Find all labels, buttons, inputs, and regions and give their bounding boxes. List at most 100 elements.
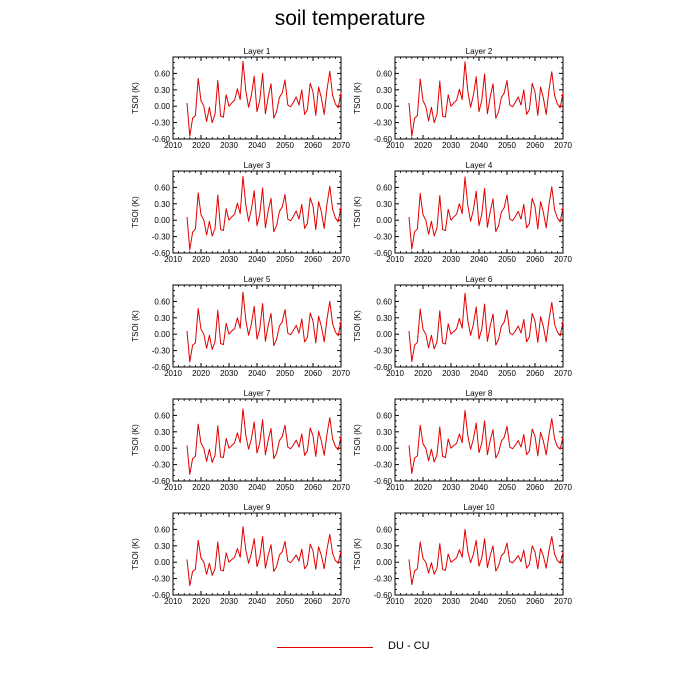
x-tick-label: 2020	[192, 255, 210, 264]
panel-layer-4: Layer 4 2010 2020 2030 2040 2050 2060 2070 -0.60…	[353, 161, 572, 264]
figure-title: soil temperature	[274, 7, 426, 30]
x-tick-label: 2040	[248, 597, 266, 606]
y-tick-label: 0.00	[376, 216, 392, 225]
x-tick-label: 2070	[554, 255, 572, 264]
legend-line-swatch	[277, 647, 373, 648]
x-tick-label: 2010	[386, 141, 404, 150]
y-tick-label: 0.00	[154, 102, 170, 111]
x-tick-label: 2050	[276, 369, 294, 378]
x-tick-label: 2020	[414, 597, 432, 606]
panel-title: Layer 6	[466, 275, 493, 284]
x-tick-label: 2010	[386, 597, 404, 606]
y-tick-label: -0.30	[152, 347, 171, 356]
x-tick-label: 2030	[220, 597, 238, 606]
panel-layer-6: Layer 6 2010 2020 2030 2040 2050 2060 2070 -0.60…	[353, 275, 572, 378]
y-tick-label: -0.30	[152, 119, 171, 128]
plot-frame	[394, 512, 564, 596]
x-tick-label: 2070	[554, 141, 572, 150]
series-line	[186, 526, 342, 587]
y-axis-label: TSOI (K)	[353, 196, 362, 228]
x-tick-label: 2050	[276, 255, 294, 264]
panel-title: Layer 5	[244, 275, 271, 284]
x-tick-label: 2010	[164, 369, 182, 378]
y-tick-label: 0.60	[376, 297, 392, 306]
legend-label: DU - CU	[388, 640, 430, 652]
x-tick-label: 2060	[304, 597, 322, 606]
y-tick-label: 0.00	[376, 558, 392, 567]
y-tick-label: 0.30	[376, 200, 392, 209]
x-tick-label: 2030	[442, 141, 460, 150]
y-tick-label: 0.60	[154, 69, 170, 78]
y-tick-label: 0.60	[376, 525, 392, 534]
panel-title: Layer 8	[466, 389, 493, 398]
y-tick-label: -0.30	[374, 575, 393, 584]
plot-frame	[394, 56, 564, 140]
x-tick-label: 2060	[304, 483, 322, 492]
y-tick-label: -0.60	[152, 591, 171, 600]
y-tick-label: 0.60	[376, 411, 392, 420]
series-line	[186, 60, 342, 137]
x-tick-label: 2020	[192, 141, 210, 150]
y-axis-label: TSOI (K)	[353, 424, 362, 456]
y-tick-label: -0.30	[152, 233, 171, 242]
panel-layer-10: Layer 10 2010 2020 2030 2040 2050 2060 2070 -0.6…	[353, 503, 572, 606]
series-line	[408, 409, 564, 474]
x-tick-label: 2060	[304, 369, 322, 378]
x-tick-label: 2060	[526, 141, 544, 150]
y-tick-label: 0.60	[154, 183, 170, 192]
x-tick-label: 2050	[498, 369, 516, 378]
x-tick-label: 2030	[220, 483, 238, 492]
x-tick-label: 2070	[554, 597, 572, 606]
y-tick-label: 0.60	[154, 411, 170, 420]
x-tick-label: 2020	[414, 483, 432, 492]
plot-frame	[394, 398, 564, 482]
y-tick-label: -0.30	[152, 461, 171, 470]
y-tick-label: -0.30	[374, 347, 393, 356]
plot-frame	[172, 56, 342, 140]
plot-frame	[394, 170, 564, 254]
x-tick-label: 2010	[164, 597, 182, 606]
x-tick-label: 2030	[442, 597, 460, 606]
y-axis-label: TSOI (K)	[353, 538, 362, 570]
x-tick-label: 2060	[526, 483, 544, 492]
x-tick-label: 2060	[304, 255, 322, 264]
plot-frame	[172, 512, 342, 596]
panel-title: Layer 2	[466, 47, 493, 56]
x-tick-label: 2030	[442, 255, 460, 264]
x-tick-label: 2030	[442, 483, 460, 492]
y-tick-label: 0.30	[154, 86, 170, 95]
panel-title: Layer 10	[463, 503, 495, 512]
x-tick-label: 2060	[526, 369, 544, 378]
x-tick-label: 2010	[386, 369, 404, 378]
y-tick-label: 0.30	[154, 542, 170, 551]
y-tick-label: 0.00	[154, 444, 170, 453]
x-tick-label: 2040	[470, 483, 488, 492]
y-tick-label: -0.30	[374, 119, 393, 128]
series-line	[186, 175, 342, 251]
x-tick-label: 2020	[192, 597, 210, 606]
x-tick-label: 2020	[192, 483, 210, 492]
y-tick-label: 0.30	[376, 542, 392, 551]
y-axis-label: TSOI (K)	[131, 310, 140, 342]
panel-layer-1: Layer 1 2010 2020 2030 2040 2050 2060 2070 -0.60…	[131, 47, 350, 150]
y-tick-label: -0.60	[152, 363, 171, 372]
y-axis-label: TSOI (K)	[131, 82, 140, 114]
x-tick-label: 2030	[442, 369, 460, 378]
y-tick-label: 0.30	[376, 314, 392, 323]
x-tick-label: 2050	[498, 597, 516, 606]
panel-layer-8: Layer 8 2010 2020 2030 2040 2050 2060 2070 -0.60…	[353, 389, 572, 492]
x-tick-label: 2010	[164, 255, 182, 264]
panel-layer-2: Layer 2 2010 2020 2030 2040 2050 2060 2070 -0.60…	[353, 47, 572, 150]
panel-layer-9: Layer 9 2010 2020 2030 2040 2050 2060 2070 -0.60…	[131, 503, 350, 606]
y-tick-label: -0.30	[152, 575, 171, 584]
x-tick-label: 2070	[332, 141, 350, 150]
x-tick-label: 2070	[332, 483, 350, 492]
panel-title: Layer 9	[244, 503, 271, 512]
x-tick-label: 2060	[526, 597, 544, 606]
x-tick-label: 2070	[554, 369, 572, 378]
x-tick-label: 2020	[414, 255, 432, 264]
y-tick-label: -0.60	[152, 135, 171, 144]
y-tick-label: 0.60	[154, 297, 170, 306]
y-tick-label: 0.00	[154, 330, 170, 339]
